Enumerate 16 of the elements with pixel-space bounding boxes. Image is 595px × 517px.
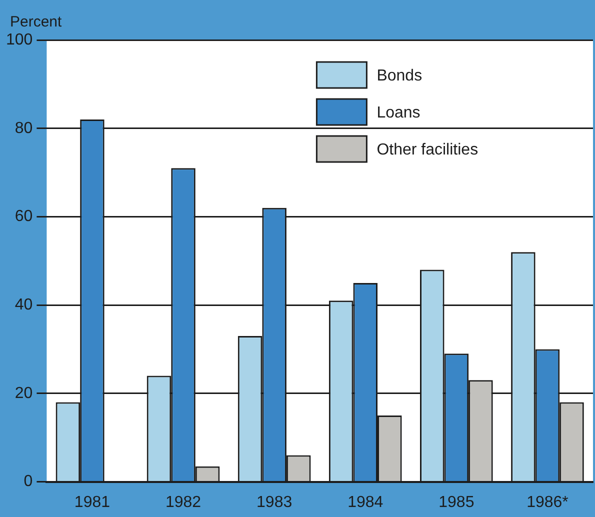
y-tick-label: 20 [14,384,33,402]
x-tick-label: 1984 [348,494,384,511]
x-tick-label: 1982 [165,494,202,511]
y-tick-label: 80 [14,120,33,137]
x-tick-label: 1983 [256,494,292,511]
y-tick-label: 40 [14,296,33,314]
x-tick-label: 1981 [74,494,110,511]
y-axis-title: Percent [10,14,63,31]
y-tick-label: 60 [14,208,33,226]
x-tick-label: 1986* [526,494,568,511]
legend-label: Other facilities [376,141,478,158]
y-tick-label: 100 [6,31,33,48]
x-tick-label: 1985 [438,494,474,511]
y-tick-label: 0 [24,473,33,490]
legend-label: Bonds [376,67,422,84]
legend-label: Loans [376,104,420,122]
